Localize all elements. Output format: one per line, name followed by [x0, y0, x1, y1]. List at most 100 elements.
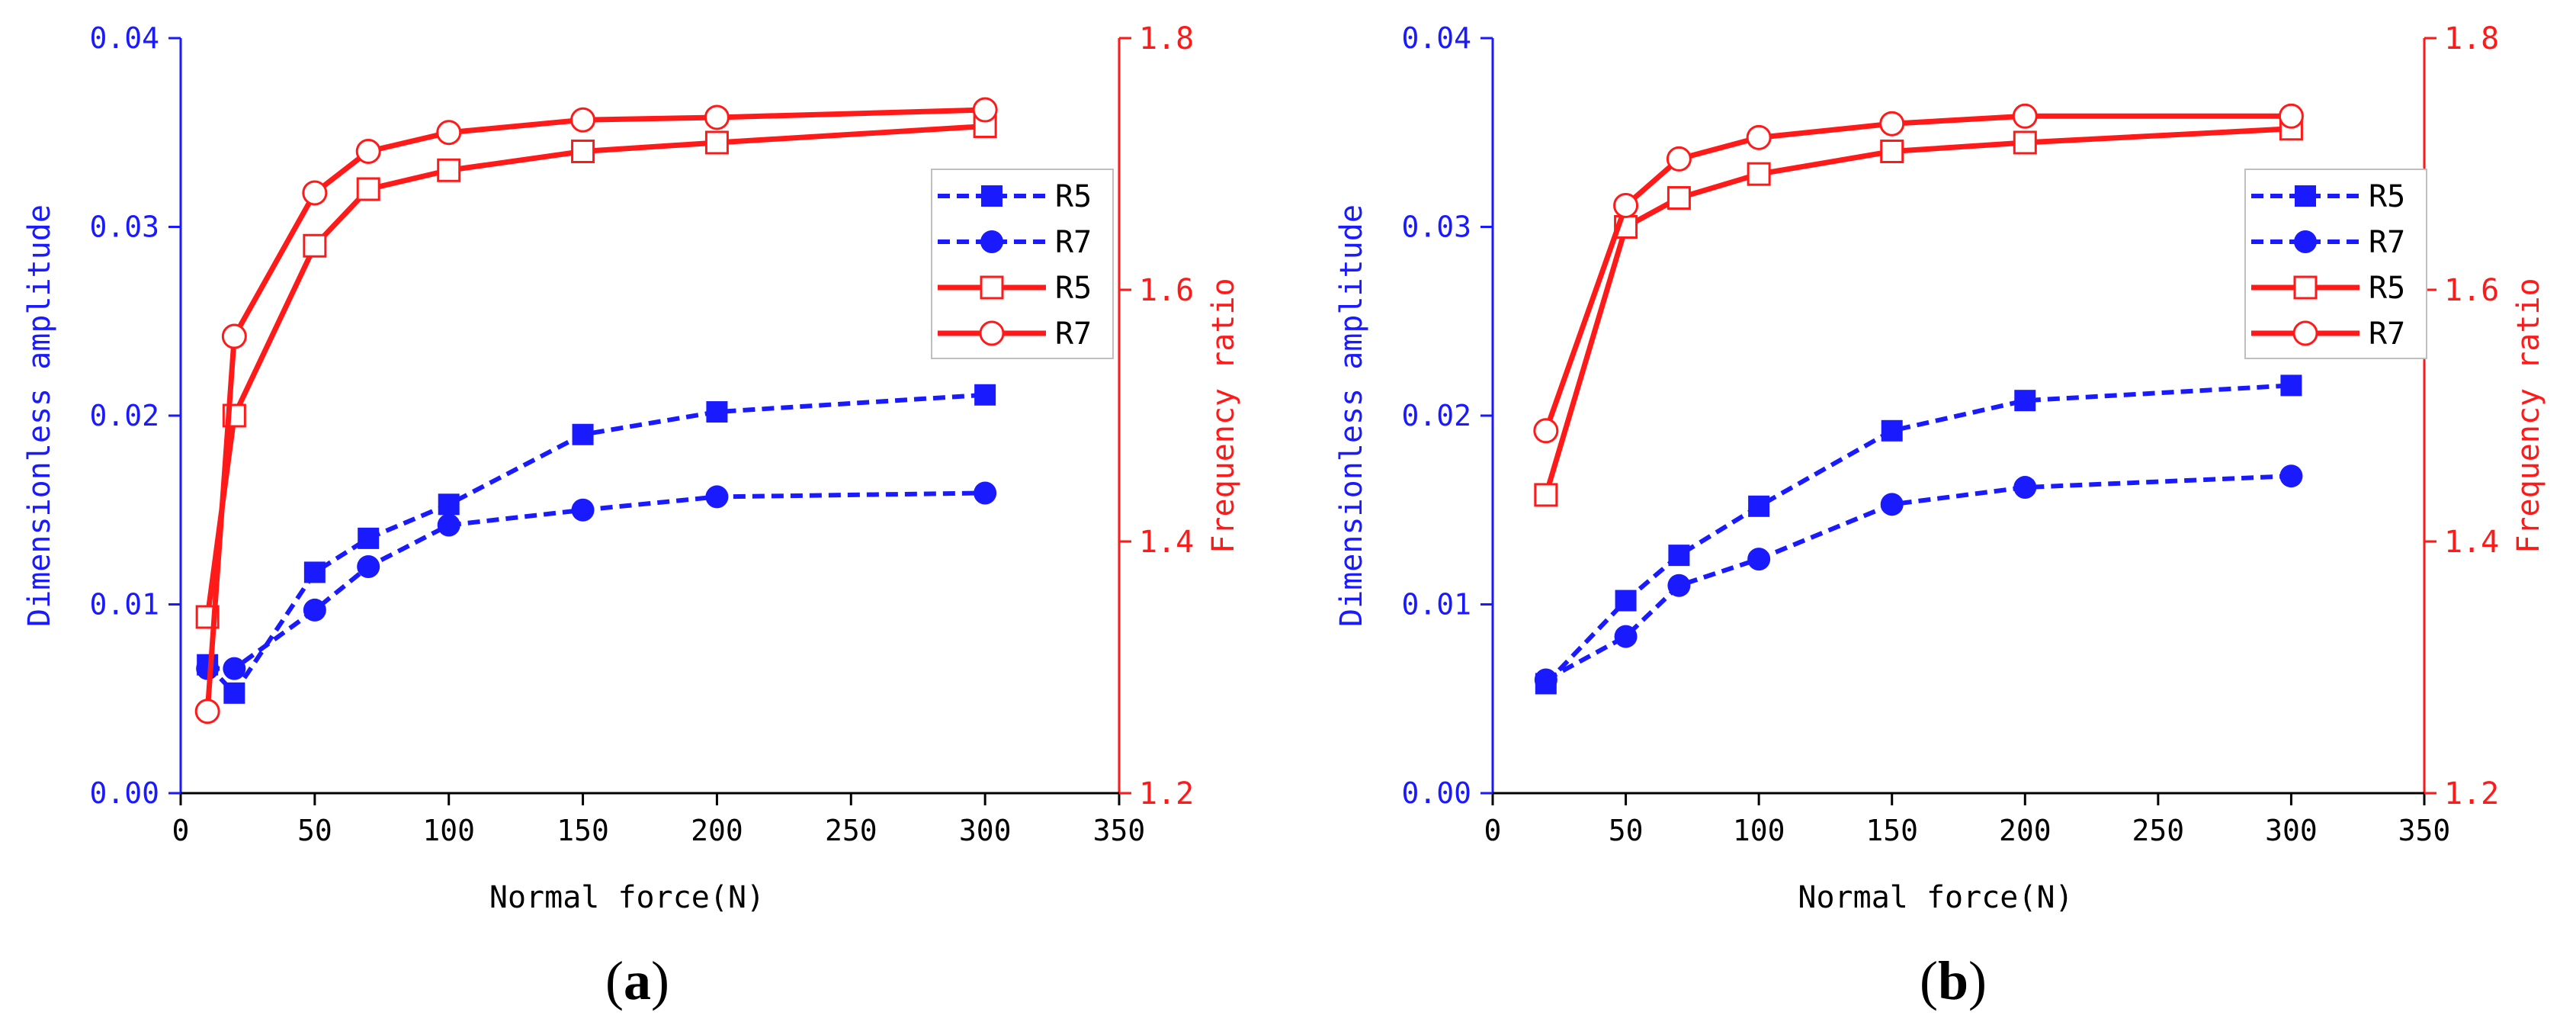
data-point: [357, 555, 380, 578]
legend-label: R7: [2369, 225, 2405, 260]
legend-marker: [980, 275, 1004, 300]
y-right-tick-label: 1.2: [1139, 776, 1194, 811]
x-tick-label: 100: [1733, 814, 1785, 847]
y-left-axis-title: Dimensionless amplitude: [22, 204, 57, 627]
series-line: [204, 107, 986, 712]
data-point: [223, 682, 245, 704]
legend: R5 R7 R5 R7: [931, 169, 1114, 359]
data-point: [1668, 545, 1690, 567]
data-point: [1667, 186, 1691, 210]
y-left-tick-label: 0.04: [1401, 21, 1471, 55]
legend-marker: [2294, 230, 2317, 253]
chart-panel-b: 0 50 100 150 200 250 300 350 0.00 0.01 0.02 0.03 0.0…: [1334, 21, 2546, 1011]
data-point: [972, 97, 998, 123]
data-point: [2014, 390, 2036, 412]
data-point: [570, 107, 596, 133]
data-point: [1747, 548, 1771, 571]
legend-marker: [2295, 185, 2316, 207]
data-point: [571, 498, 595, 522]
data-point: [223, 657, 246, 680]
data-point: [1746, 124, 1772, 150]
y-right-axis-title: Frequency ratio: [2511, 278, 2546, 553]
series-line: [204, 124, 986, 618]
data-point: [706, 401, 728, 423]
data-point: [1881, 419, 1903, 442]
data-point: [221, 323, 247, 349]
legend-marker: [981, 185, 1002, 207]
data-point: [2012, 103, 2038, 129]
data-point: [194, 699, 220, 725]
data-point: [438, 493, 460, 516]
y-left-tick-label: 0.00: [1401, 776, 1471, 810]
series-line: [207, 490, 986, 671]
series-red-r7: [194, 97, 998, 725]
data-point: [704, 104, 730, 130]
x-tick-label: 0: [172, 814, 190, 847]
legend-box: [931, 169, 1114, 359]
data-point: [302, 180, 328, 206]
data-point: [2280, 374, 2302, 397]
panel-letter: b: [1938, 950, 1968, 1011]
x-axis-title: Normal force(N): [1798, 880, 2073, 915]
x-tick-label: 150: [557, 814, 609, 847]
legend-marker: [2292, 320, 2318, 346]
legend-label: R5: [2369, 179, 2405, 214]
data-point: [2279, 464, 2303, 488]
x-tick-label: 150: [1865, 814, 1918, 847]
x-tick-label: 200: [691, 814, 743, 847]
legend-label: R5: [2369, 271, 2405, 306]
data-point: [437, 513, 460, 537]
x-axis-title: Normal force(N): [489, 880, 765, 915]
data-point: [1880, 493, 1904, 516]
x-tick-label: 350: [1093, 814, 1146, 847]
legend-label: R7: [1055, 225, 1092, 260]
y-left-tick-label: 0.01: [89, 588, 159, 622]
x-tick-label: 0: [1484, 814, 1502, 847]
data-point: [437, 158, 461, 182]
data-point: [303, 598, 326, 622]
y-right-tick-label: 1.8: [1139, 21, 1194, 56]
series-blue-r5: [1535, 374, 2302, 695]
y-right-tick-label: 1.8: [2444, 21, 2499, 56]
data-point: [1667, 574, 1691, 597]
legend: R5 R7 R5 R7: [2244, 169, 2427, 359]
x-tick-label: 50: [1609, 814, 1644, 847]
series-red-r7: [1533, 103, 2304, 444]
x-tick-label: 300: [2265, 814, 2318, 847]
y-right-tick-label: 1.2: [2444, 776, 2499, 811]
y-right-axis-title: Frequency ratio: [1206, 278, 1241, 553]
data-point: [436, 120, 462, 146]
data-point: [1614, 625, 1638, 648]
panel-paren: (: [1920, 950, 1938, 1011]
series-line: [1543, 113, 2292, 432]
series-line: [205, 392, 986, 697]
data-point: [303, 561, 326, 583]
data-point: [571, 140, 595, 163]
panel-letter: a: [624, 950, 651, 1011]
series-line: [1545, 474, 2292, 683]
data-point: [1879, 111, 1905, 137]
x-tick-label: 200: [1999, 814, 2051, 847]
panel-paren: ): [651, 950, 669, 1011]
data-point: [356, 177, 380, 201]
series-blue-r7: [1534, 464, 2303, 692]
data-point: [2278, 103, 2304, 129]
legend-marker: [980, 230, 1003, 253]
x-tick-label: 250: [2132, 814, 2185, 847]
x-tick-label: 100: [422, 814, 475, 847]
data-point: [2013, 130, 2037, 155]
legend-label: R7: [2369, 316, 2405, 352]
data-point: [704, 130, 729, 155]
data-point: [1747, 162, 1771, 186]
y-right-tick-label: 1.4: [2444, 525, 2499, 560]
data-point: [1666, 146, 1692, 172]
y-left-tick-label: 0.04: [89, 21, 159, 55]
y-left-tick-label: 0.02: [89, 399, 159, 432]
data-point: [974, 481, 997, 505]
y-left-tick-label: 0.03: [89, 210, 159, 244]
data-point: [355, 139, 381, 164]
chart-panel-a: 0 50 100 150 200 250 300 350 0.00 0.01 0.02 0.03 0.0…: [22, 21, 1241, 1011]
series-line: [1544, 383, 2292, 686]
